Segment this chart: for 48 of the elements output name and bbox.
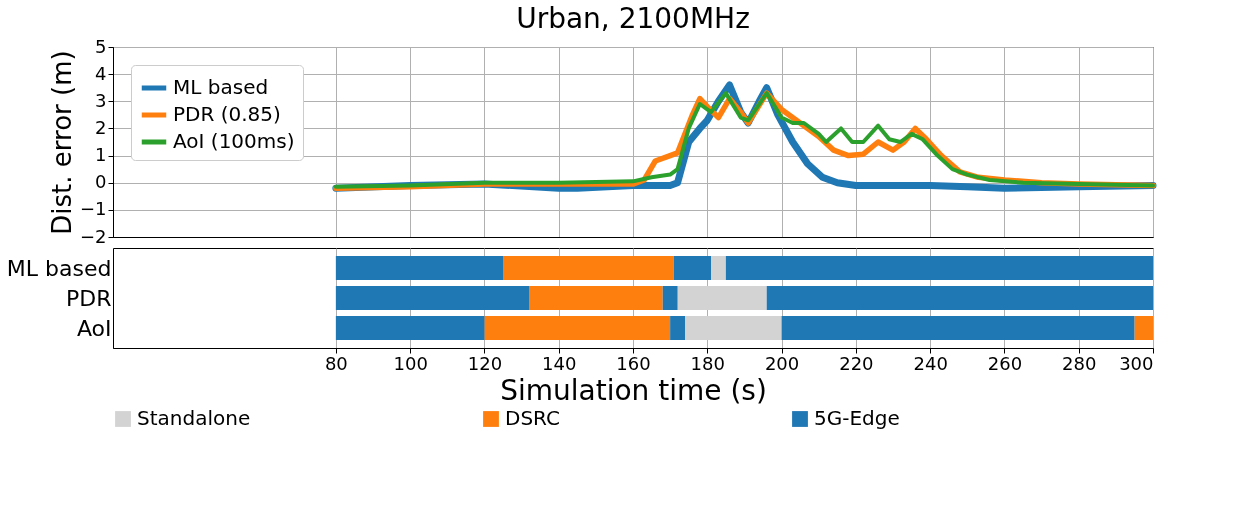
bar [335,316,485,340]
x-tick-label: 280 [1062,352,1097,374]
bar [1134,316,1153,340]
bar [662,286,678,310]
y-tick-label: −2 [79,225,107,247]
legend-label: DSRC [505,406,560,430]
legend-label: PDR (0.85) [173,102,281,126]
bar [484,316,671,340]
x-tick-label: 300 [1119,352,1154,374]
bar [766,286,1153,310]
legend-label: Standalone [137,406,251,430]
legend-label: ML based [173,75,269,99]
y-tick-label: ML based [6,255,112,281]
bar [677,286,767,310]
y-tick-label: 4 [95,62,107,84]
y-tick-label: 5 [95,35,107,57]
y-tick-label: 0 [95,171,107,193]
x-tick-label: 240 [913,352,948,374]
y-tick-label: −1 [79,198,107,220]
x-tick-label: 180 [690,352,725,374]
x-axis-title: Simulation time (s) [500,373,767,407]
y-tick-label: PDR [66,285,112,311]
x-tick-label: 120 [467,352,503,374]
x-tick-label: 160 [616,352,651,374]
x-tick-label: 80 [324,352,348,374]
y-tick-label: 3 [95,89,107,111]
bar [673,256,711,280]
bar [529,286,663,310]
x-tick-label: 100 [393,352,428,374]
x-tick-label: 200 [764,352,800,374]
x-tick-label: 140 [542,352,577,374]
legend-label: 5G-Edge [814,406,900,430]
y-tick-label: AoI [76,315,112,341]
chart-title: Urban, 2100MHz [516,2,750,35]
x-tick-label: 260 [987,352,1023,374]
bar [711,256,726,280]
bar [670,316,685,340]
bar [335,286,529,310]
bar [335,256,503,280]
bar [503,256,674,280]
x-tick-label: 220 [839,352,874,374]
bar [725,256,1153,280]
bar [781,316,1135,340]
y-tick-label: 2 [95,116,107,138]
legend-label: AoI (100ms) [173,129,295,153]
bar [685,316,782,340]
y-tick-label: 1 [95,144,107,166]
y-axis-title: Dist. error (m) [46,50,77,235]
